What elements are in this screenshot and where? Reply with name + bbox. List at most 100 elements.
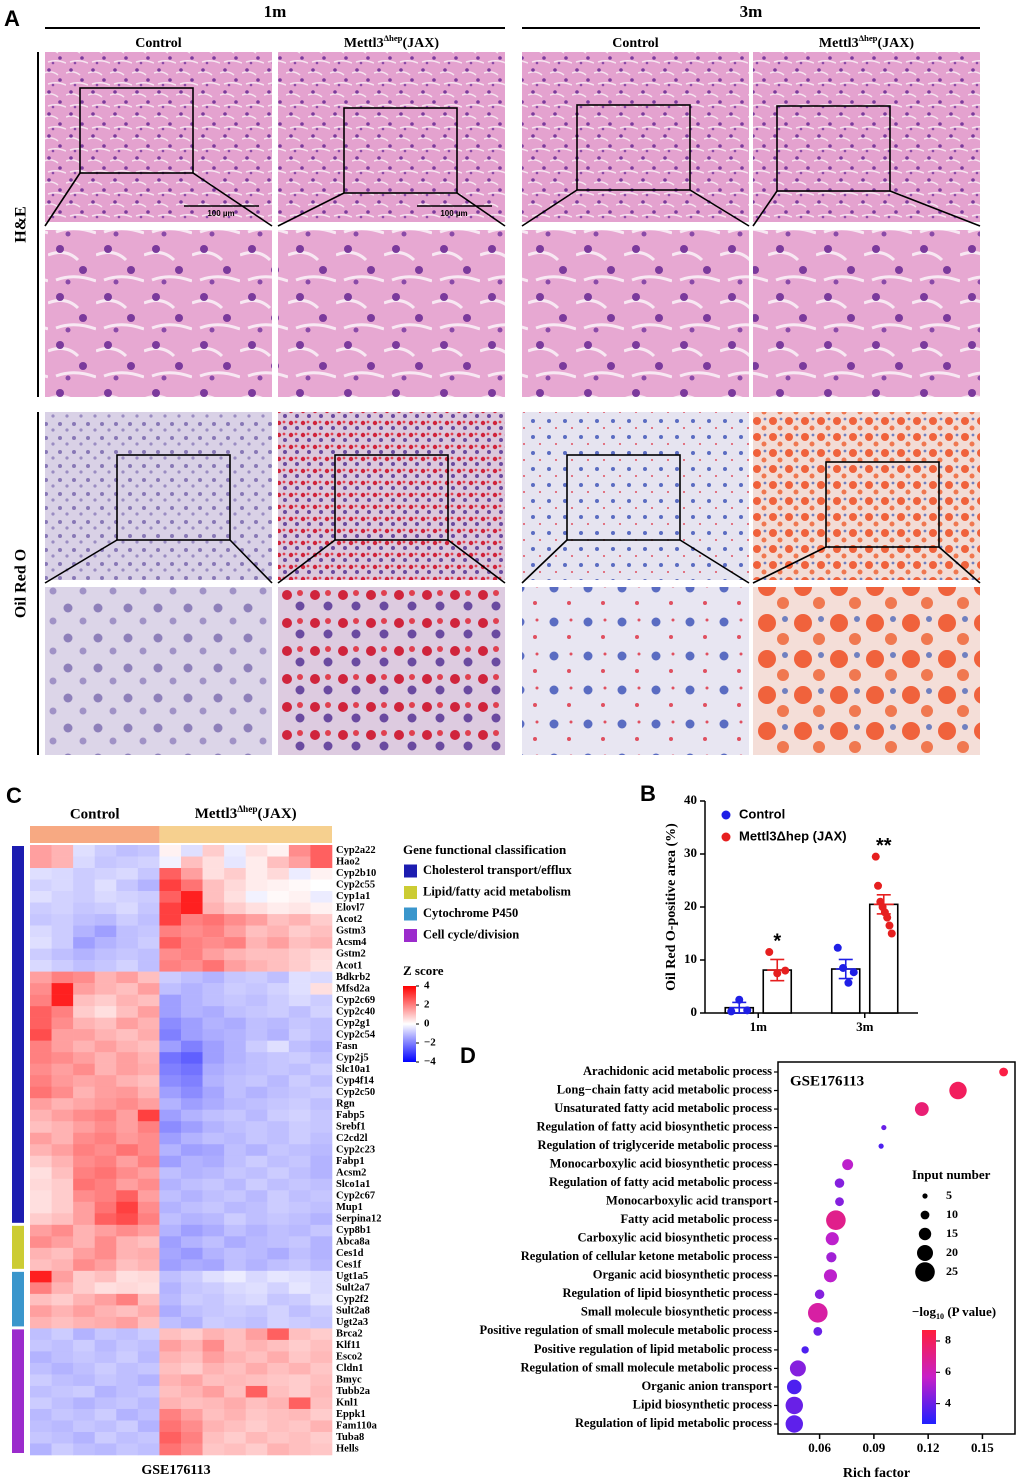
timepoint-label: 1m bbox=[264, 2, 287, 21]
heat-cell bbox=[51, 925, 74, 938]
heat-cell bbox=[30, 1006, 52, 1018]
heat-cell bbox=[245, 937, 268, 949]
heat-cell bbox=[245, 1259, 268, 1272]
heat-cell bbox=[245, 1190, 268, 1203]
heat-cell bbox=[116, 925, 139, 938]
heat-cell bbox=[202, 1374, 225, 1387]
heat-cell bbox=[310, 1385, 333, 1398]
heat-cell bbox=[310, 1029, 333, 1041]
heat-cell bbox=[137, 891, 160, 903]
heat-cell bbox=[159, 1362, 182, 1375]
heat-cell bbox=[288, 1293, 311, 1306]
heat-cell bbox=[116, 845, 139, 857]
heat-cell bbox=[224, 1316, 247, 1329]
heat-cell bbox=[288, 1282, 311, 1295]
heat-cell bbox=[224, 1052, 247, 1064]
heat-cell bbox=[310, 1063, 333, 1076]
gene-label: Acsm4 bbox=[336, 937, 367, 948]
y-axis-label: Oil Red O-positive area (%) bbox=[664, 823, 679, 991]
heat-cell bbox=[202, 1086, 225, 1099]
zoom-box bbox=[116, 454, 231, 541]
heat-cell bbox=[51, 1201, 74, 1214]
zoom-line bbox=[521, 539, 568, 584]
heat-cell bbox=[94, 1167, 117, 1180]
dot bbox=[881, 1124, 887, 1131]
heat-cell bbox=[30, 1109, 52, 1122]
y-tick-label: Small molecule biosynthetic process bbox=[581, 1305, 772, 1319]
heat-cell bbox=[310, 1293, 333, 1306]
heat-cell bbox=[224, 1362, 247, 1375]
heat-cell bbox=[267, 937, 290, 949]
heat-cell bbox=[224, 1259, 247, 1272]
heat-cell bbox=[202, 1132, 225, 1145]
heat-cell bbox=[137, 1362, 160, 1375]
heat-cell bbox=[159, 1075, 182, 1087]
heat-cell bbox=[116, 983, 139, 995]
heat-cell bbox=[30, 856, 52, 869]
heat-cell bbox=[30, 1029, 52, 1041]
heat-cell bbox=[116, 1190, 139, 1203]
heat-cell bbox=[30, 1075, 52, 1087]
heat-cell bbox=[137, 1385, 160, 1398]
heat-cell bbox=[159, 948, 182, 961]
heat-cell bbox=[245, 868, 268, 880]
heat-cell bbox=[116, 1086, 139, 1099]
heat-cell bbox=[202, 1213, 225, 1226]
group-label: Control bbox=[135, 36, 182, 51]
heat-cell bbox=[137, 1305, 160, 1318]
gene-label: Cyp2c55 bbox=[336, 880, 375, 891]
heat-cell bbox=[30, 1374, 52, 1387]
heat-cell bbox=[245, 1121, 268, 1134]
heat-cell bbox=[137, 1420, 160, 1433]
heat-cell bbox=[288, 1259, 311, 1272]
zoom-box bbox=[776, 105, 891, 192]
heat-cell bbox=[310, 1351, 333, 1364]
data-point bbox=[887, 929, 896, 938]
heat-cell bbox=[267, 1121, 290, 1134]
heat-cell bbox=[94, 1040, 117, 1053]
heat-cell bbox=[310, 994, 333, 1007]
dot bbox=[801, 1346, 809, 1354]
heat-cell bbox=[181, 1305, 203, 1318]
heat-cell bbox=[202, 1109, 225, 1122]
heat-cell bbox=[245, 1098, 268, 1111]
y-tick-label: 0 bbox=[691, 1004, 698, 1019]
heat-cell bbox=[202, 971, 225, 984]
heat-cell bbox=[30, 1305, 52, 1318]
heat-cell bbox=[159, 1270, 182, 1283]
heat-cell bbox=[159, 845, 182, 857]
heat-cell bbox=[159, 994, 182, 1007]
heat-cell bbox=[245, 1316, 268, 1329]
heat-cell bbox=[73, 983, 96, 995]
heat-cell bbox=[94, 948, 117, 961]
micrograph-zoom bbox=[522, 587, 749, 755]
micrograph-zoom bbox=[278, 230, 505, 397]
heat-cell bbox=[94, 1385, 117, 1398]
heat-cell bbox=[94, 868, 117, 880]
heat-cell bbox=[94, 1420, 117, 1433]
heat-cell bbox=[51, 1006, 74, 1018]
timepoint-label: 3m bbox=[740, 2, 763, 21]
legend-swatch bbox=[404, 886, 417, 899]
heat-cell bbox=[288, 1339, 311, 1352]
heat-cell bbox=[288, 1397, 311, 1410]
dot bbox=[834, 1178, 845, 1188]
heat-cell bbox=[267, 1167, 290, 1180]
heat-cell bbox=[202, 1190, 225, 1203]
heat-cell bbox=[73, 1236, 96, 1249]
heat-cell bbox=[94, 1109, 117, 1122]
gene-label: Ugt1a5 bbox=[336, 1271, 368, 1282]
dot bbox=[787, 1379, 802, 1395]
heat-cell bbox=[73, 1374, 96, 1387]
gene-label: Ces1d bbox=[336, 1248, 364, 1259]
heat-cell bbox=[51, 902, 74, 915]
heat-cell bbox=[288, 902, 311, 915]
heat-cell bbox=[267, 1374, 290, 1387]
heat-cell bbox=[224, 1201, 247, 1214]
colorbar-tick-label: −4 bbox=[424, 1056, 436, 1068]
heat-cell bbox=[310, 1282, 333, 1295]
colorbar-tick-label: 6 bbox=[945, 1364, 951, 1378]
heat-cell bbox=[181, 1374, 203, 1387]
heat-cell bbox=[137, 960, 160, 972]
heat-cell bbox=[202, 1236, 225, 1249]
